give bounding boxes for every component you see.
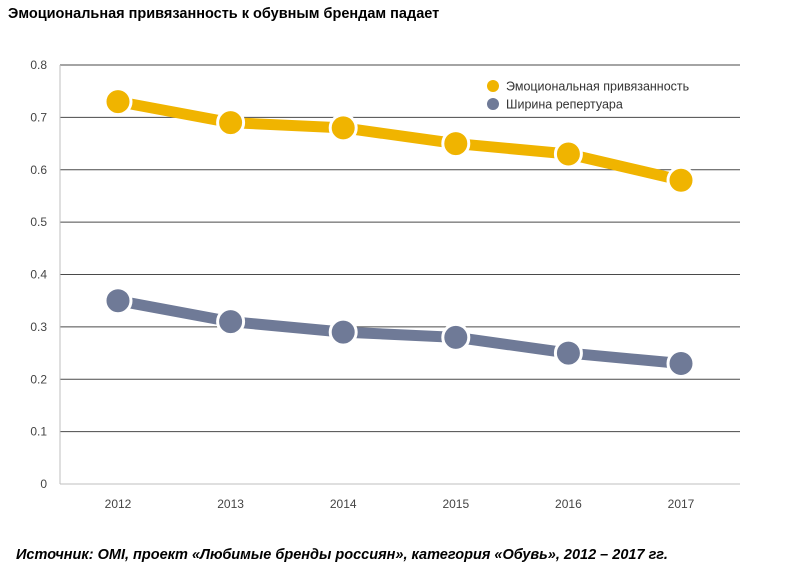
legend-marker (487, 80, 499, 92)
data-point (553, 338, 583, 368)
data-point (103, 286, 133, 316)
y-tick-label: 0 (40, 477, 47, 491)
series-2 (103, 286, 696, 379)
data-point (216, 307, 246, 337)
data-point (328, 317, 358, 347)
data-point (666, 165, 696, 195)
data-point (441, 322, 471, 352)
axes: 0 0.1 0.2 0.3 0.4 0.5 0.6 0.7 0.8 2012 2013 2014 201… (30, 58, 694, 511)
data-point (553, 139, 583, 169)
series-layer (103, 87, 696, 379)
y-tick-label: 0.7 (30, 110, 47, 124)
grid (60, 64, 740, 485)
legend-marker (487, 98, 499, 110)
data-point (441, 129, 471, 159)
x-tick-label: 2016 (555, 497, 582, 511)
x-tick-label: 2012 (105, 497, 132, 511)
y-tick-label: 0.1 (30, 425, 47, 439)
y-tick-label: 0.4 (30, 268, 47, 282)
source-note: Источник: OMI, проект «Любимые бренды ро… (16, 547, 668, 563)
x-tick-label: 2013 (217, 497, 244, 511)
series-1 (103, 87, 696, 195)
x-tick-label: 2014 (330, 497, 357, 511)
data-point (328, 113, 358, 143)
chart-svg: 0 0.1 0.2 0.3 0.4 0.5 0.6 0.7 0.8 2012 2013 2014 201… (30, 58, 740, 511)
x-tick-label: 2017 (668, 497, 695, 511)
data-point (216, 108, 246, 138)
legend: Эмоциональная привязанность Ширина реперт… (487, 80, 689, 112)
chart-title: Эмоциональная привязанность к обувным бр… (8, 6, 440, 22)
y-tick-label: 0.6 (30, 163, 47, 177)
x-tick-label: 2015 (442, 497, 469, 511)
y-tick-label: 0.8 (30, 58, 47, 72)
y-tick-label: 0.2 (30, 372, 47, 386)
data-point (103, 87, 133, 117)
series-line (112, 96, 687, 186)
y-tick-label: 0.3 (30, 320, 47, 334)
legend-label: Эмоциональная привязанность (506, 80, 689, 94)
data-point (666, 349, 696, 379)
line-chart: 0 0.1 0.2 0.3 0.4 0.5 0.6 0.7 0.8 2012 2013 2014 201… (30, 58, 740, 511)
series-line (112, 295, 687, 370)
legend-label: Ширина репертуара (506, 98, 623, 112)
y-tick-label: 0.5 (30, 215, 47, 229)
